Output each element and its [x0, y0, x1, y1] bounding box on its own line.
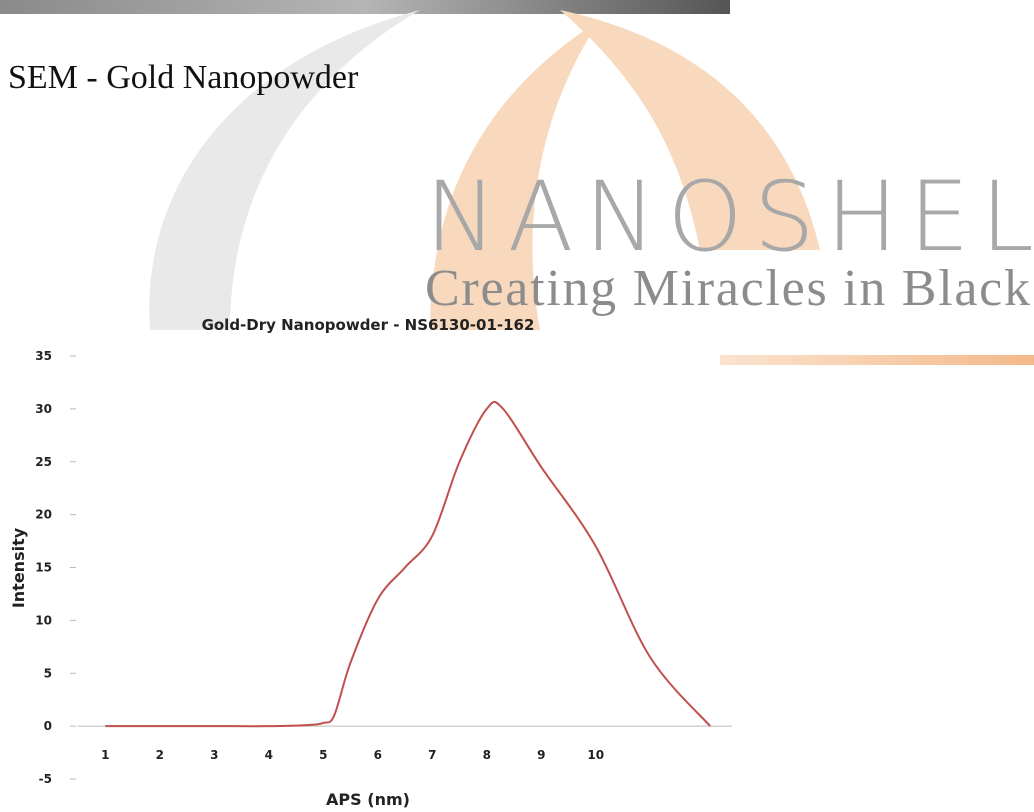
- y-tick-label: -5: [39, 772, 52, 786]
- watermark-bar: [720, 355, 1034, 365]
- y-tick-label: 35: [35, 349, 52, 363]
- document: SEM - Gold Nanopowder NANOSHEL Creating …: [0, 0, 1034, 812]
- x-tick-label: 1: [101, 748, 109, 762]
- y-tick-label: 25: [35, 455, 52, 469]
- x-tick-label: 9: [537, 748, 545, 762]
- x-tick-label: 5: [319, 748, 327, 762]
- page: SEM - Gold Nanopowder NANOSHEL Creating …: [0, 0, 1034, 812]
- data-line: [105, 402, 710, 726]
- x-tick-label: 4: [265, 748, 273, 762]
- sem-image: [0, 0, 730, 14]
- y-tick-label: 0: [44, 719, 52, 733]
- y-axis-label: Intensity: [9, 527, 28, 608]
- y-tick-label: 10: [35, 613, 52, 627]
- y-tick-label: 15: [35, 561, 52, 575]
- x-tick-label: 7: [428, 748, 436, 762]
- chart-title: Gold-Dry Nanopowder - NS6130-01-162: [202, 316, 535, 334]
- x-tick-label: 2: [156, 748, 164, 762]
- chart: Gold-Dry Nanopowder - NS6130-01-162 APS (…: [9, 316, 732, 809]
- heading: SEM - Gold Nanopowder: [8, 59, 359, 96]
- x-tick-label: 6: [374, 748, 382, 762]
- x-tick-label: 3: [210, 748, 218, 762]
- y-tick-label: 20: [35, 508, 52, 522]
- y-tick-label: 30: [35, 402, 52, 416]
- x-tick-label: 8: [483, 748, 491, 762]
- x-tick-label: 10: [587, 748, 604, 762]
- watermark-arc: [149, 10, 420, 330]
- y-tick-label: 5: [44, 666, 52, 680]
- x-axis-label: APS (nm): [326, 790, 410, 809]
- brand: NANOSHEL: [425, 161, 1034, 273]
- tagline: Creating Miracles in Black: [425, 260, 1030, 317]
